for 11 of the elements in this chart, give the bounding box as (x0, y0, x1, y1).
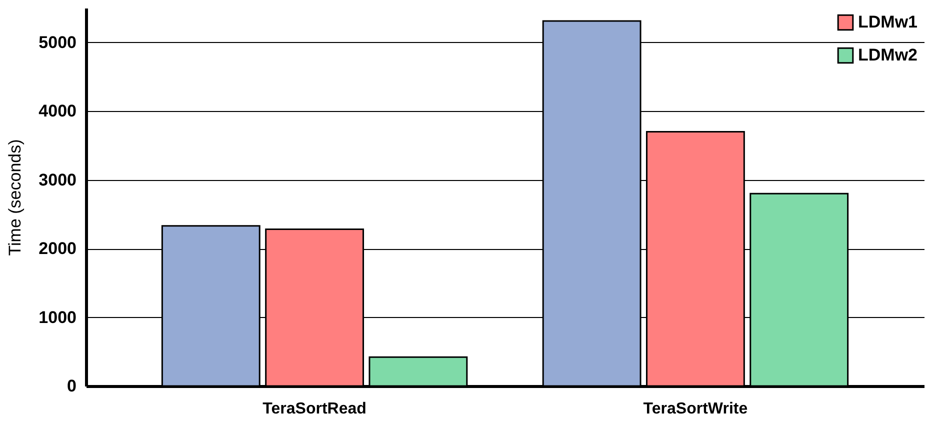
y-axis-title: Time (seconds) (6, 139, 25, 256)
x-tick-label: TeraSortWrite (643, 400, 748, 418)
y-tick-label: 3000 (38, 170, 76, 190)
legend-label: LDMw1 (858, 12, 918, 32)
x-tick-label: TeraSortRead (262, 400, 366, 418)
y-tick-label: 0 (67, 376, 76, 396)
legend-label: LDMw2 (858, 46, 918, 64)
y-tick-label: 2000 (38, 239, 76, 258)
y-tick-label: 4000 (38, 102, 76, 121)
y-tick-label: 1000 (38, 308, 76, 327)
y-tick-label: 5000 (38, 32, 76, 52)
